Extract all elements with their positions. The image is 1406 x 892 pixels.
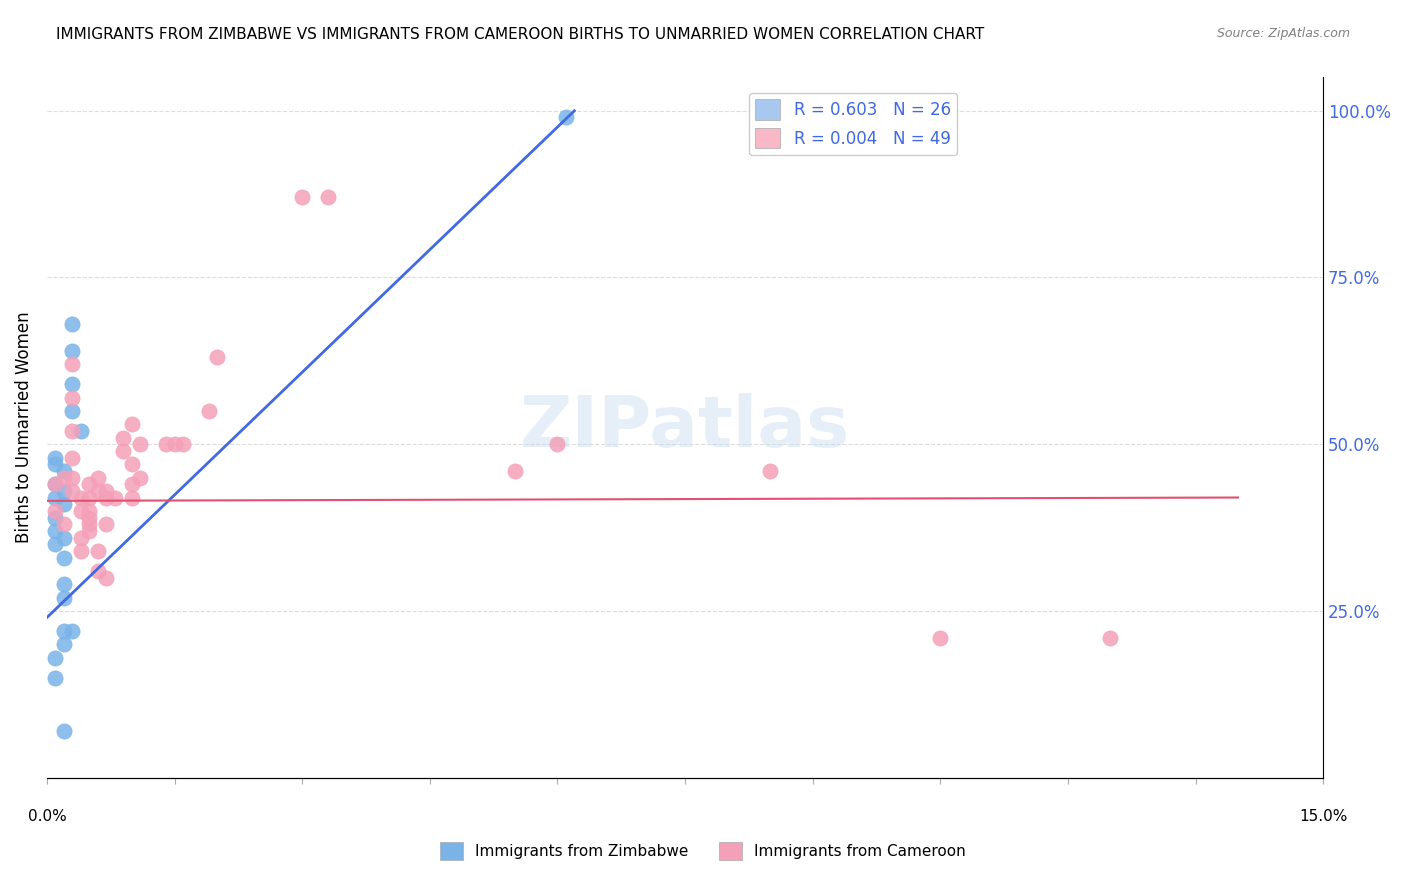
Legend: Immigrants from Zimbabwe, Immigrants from Cameroon: Immigrants from Zimbabwe, Immigrants fro… bbox=[434, 836, 972, 866]
Text: ZIPatlas: ZIPatlas bbox=[520, 393, 851, 462]
Point bbox=[155, 437, 177, 451]
Point bbox=[172, 437, 194, 451]
Point bbox=[52, 470, 75, 484]
Point bbox=[70, 531, 93, 545]
Point bbox=[87, 544, 110, 558]
Point bbox=[129, 470, 152, 484]
Point bbox=[44, 491, 66, 505]
Point bbox=[62, 357, 84, 371]
Point bbox=[112, 443, 135, 458]
Point bbox=[52, 517, 75, 532]
Point bbox=[52, 637, 75, 651]
Point bbox=[503, 464, 526, 478]
Point bbox=[52, 723, 75, 738]
Point bbox=[104, 491, 127, 505]
Point bbox=[62, 424, 84, 438]
Y-axis label: Births to Unmarried Women: Births to Unmarried Women bbox=[15, 311, 32, 543]
Point bbox=[79, 510, 101, 524]
Point bbox=[52, 591, 75, 605]
Point bbox=[52, 464, 75, 478]
Point bbox=[291, 190, 314, 204]
Point bbox=[44, 650, 66, 665]
Point bbox=[87, 470, 110, 484]
Text: 15.0%: 15.0% bbox=[1299, 809, 1347, 824]
Point bbox=[62, 317, 84, 331]
Point bbox=[87, 564, 110, 578]
Legend: R = 0.603   N = 26, R = 0.004   N = 49: R = 0.603 N = 26, R = 0.004 N = 49 bbox=[748, 93, 957, 155]
Point bbox=[44, 450, 66, 465]
Point bbox=[929, 631, 952, 645]
Point bbox=[44, 457, 66, 471]
Point bbox=[96, 517, 118, 532]
Point bbox=[70, 544, 93, 558]
Point bbox=[759, 464, 782, 478]
Point bbox=[121, 491, 143, 505]
Point bbox=[79, 504, 101, 518]
Text: Source: ZipAtlas.com: Source: ZipAtlas.com bbox=[1216, 27, 1350, 40]
Point bbox=[44, 477, 66, 491]
Point bbox=[79, 517, 101, 532]
Point bbox=[62, 404, 84, 418]
Point bbox=[121, 457, 143, 471]
Point bbox=[1099, 631, 1122, 645]
Point bbox=[316, 190, 339, 204]
Point bbox=[197, 404, 219, 418]
Point bbox=[546, 437, 568, 451]
Point bbox=[112, 430, 135, 444]
Point bbox=[52, 497, 75, 511]
Point bbox=[52, 483, 75, 498]
Point bbox=[62, 450, 84, 465]
Text: IMMIGRANTS FROM ZIMBABWE VS IMMIGRANTS FROM CAMEROON BIRTHS TO UNMARRIED WOMEN C: IMMIGRANTS FROM ZIMBABWE VS IMMIGRANTS F… bbox=[56, 27, 984, 42]
Point bbox=[70, 504, 93, 518]
Text: 0.0%: 0.0% bbox=[28, 809, 66, 824]
Point bbox=[87, 483, 110, 498]
Point bbox=[129, 437, 152, 451]
Point bbox=[121, 417, 143, 432]
Point bbox=[62, 624, 84, 638]
Point bbox=[52, 550, 75, 565]
Point bbox=[96, 483, 118, 498]
Point bbox=[62, 470, 84, 484]
Point bbox=[70, 424, 93, 438]
Point bbox=[52, 577, 75, 591]
Point bbox=[44, 524, 66, 538]
Point bbox=[62, 483, 84, 498]
Point bbox=[44, 537, 66, 551]
Point bbox=[44, 510, 66, 524]
Point bbox=[205, 351, 228, 365]
Point bbox=[52, 624, 75, 638]
Point bbox=[96, 491, 118, 505]
Point bbox=[163, 437, 186, 451]
Point bbox=[70, 491, 93, 505]
Point bbox=[96, 570, 118, 584]
Point bbox=[62, 391, 84, 405]
Point bbox=[79, 491, 101, 505]
Point bbox=[79, 477, 101, 491]
Point bbox=[62, 343, 84, 358]
Point bbox=[79, 524, 101, 538]
Point bbox=[44, 671, 66, 685]
Point bbox=[121, 477, 143, 491]
Point bbox=[62, 377, 84, 392]
Point bbox=[44, 477, 66, 491]
Point bbox=[44, 504, 66, 518]
Point bbox=[52, 531, 75, 545]
Point bbox=[554, 111, 576, 125]
